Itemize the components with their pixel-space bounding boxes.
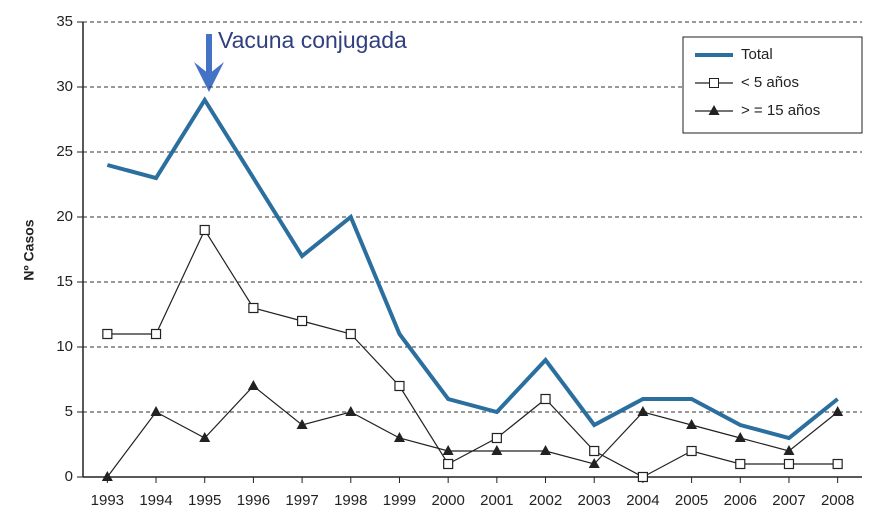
marker (637, 471, 649, 483)
marker (832, 458, 843, 470)
x-tick-label: 1997 (285, 492, 318, 509)
x-tick-label: 1994 (139, 492, 172, 509)
y-tick-label: 35 (56, 13, 73, 30)
marker (540, 445, 552, 455)
y-tick-label: 20 (56, 208, 73, 225)
marker (442, 445, 454, 455)
marker (686, 419, 698, 429)
x-tick-label: 1996 (237, 492, 270, 509)
x-tick-label: 2004 (626, 492, 659, 509)
x-tick-label: 1993 (91, 492, 124, 509)
x-tick-label: 1998 (334, 492, 367, 509)
marker (394, 380, 405, 392)
marker (783, 445, 795, 455)
marker (150, 328, 162, 340)
annotation-arrowhead (194, 62, 224, 92)
y-tick-label: 10 (56, 338, 73, 355)
marker (296, 315, 308, 327)
y-tick-label: 15 (56, 273, 73, 290)
legend-label: > = 15 años (741, 102, 820, 119)
marker (199, 432, 211, 442)
legend-label: Total (741, 46, 773, 63)
marker (734, 432, 746, 442)
marker (199, 224, 210, 236)
marker (783, 458, 795, 470)
marker (588, 458, 600, 468)
annotation: Vacuna conjugada (218, 27, 407, 53)
legend-marker (708, 105, 720, 115)
y-axis-label: Nº Casos (21, 219, 37, 280)
marker (248, 302, 259, 314)
marker (686, 445, 697, 457)
marker (345, 406, 357, 416)
legend-marker (709, 78, 719, 88)
marker (832, 406, 844, 416)
marker (735, 458, 746, 470)
marker (491, 432, 502, 444)
marker (393, 432, 405, 442)
marker (540, 393, 551, 405)
x-tick-label: 2006 (724, 492, 757, 509)
x-tick-label: 2000 (431, 492, 464, 509)
x-tick-label: 2007 (772, 492, 805, 509)
marker (443, 458, 454, 470)
x-tick-label: 2008 (821, 492, 854, 509)
y-tick-label: 5 (65, 403, 73, 420)
series-line (106, 96, 839, 441)
x-tick-label: 1995 (188, 492, 221, 509)
marker (491, 445, 503, 455)
x-tick-label: 2005 (675, 492, 708, 509)
legend-label: < 5 años (741, 74, 799, 91)
series-line (106, 385, 839, 478)
marker (247, 380, 259, 390)
marker (345, 328, 356, 340)
y-tick-label: 30 (56, 78, 73, 95)
x-tick-label: 2001 (480, 492, 513, 509)
marker (296, 419, 308, 429)
marker (637, 406, 649, 416)
y-tick-label: 0 (65, 468, 73, 485)
series-line (107, 228, 838, 478)
x-tick-label: 2002 (529, 492, 562, 509)
marker (589, 445, 600, 457)
marker (150, 406, 162, 416)
marker (101, 471, 113, 481)
x-tick-label: 1999 (383, 492, 416, 509)
x-tick-label: 2003 (578, 492, 611, 509)
y-tick-label: 25 (56, 143, 73, 160)
marker (102, 328, 113, 340)
